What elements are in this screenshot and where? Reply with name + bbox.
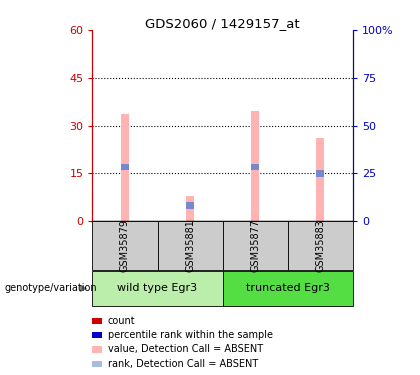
Text: GSM35883: GSM35883 — [315, 219, 325, 272]
Text: truncated Egr3: truncated Egr3 — [246, 284, 330, 293]
Bar — [186, 196, 194, 221]
Text: GDS2060 / 1429157_at: GDS2060 / 1429157_at — [145, 17, 300, 30]
Text: GSM35877: GSM35877 — [250, 219, 260, 272]
Text: rank, Detection Call = ABSENT: rank, Detection Call = ABSENT — [108, 359, 258, 369]
Text: genotype/variation: genotype/variation — [4, 284, 97, 293]
Text: GSM35879: GSM35879 — [120, 219, 130, 272]
Bar — [251, 164, 259, 170]
Bar — [251, 111, 259, 221]
Bar — [121, 164, 129, 170]
Text: count: count — [108, 316, 136, 326]
Bar — [316, 138, 324, 221]
Text: value, Detection Call = ABSENT: value, Detection Call = ABSENT — [108, 345, 263, 354]
Bar — [186, 202, 194, 208]
Bar — [121, 114, 129, 221]
Text: GSM35881: GSM35881 — [185, 219, 195, 272]
Bar — [316, 170, 324, 177]
Text: percentile rank within the sample: percentile rank within the sample — [108, 330, 273, 340]
Text: wild type Egr3: wild type Egr3 — [118, 284, 197, 293]
